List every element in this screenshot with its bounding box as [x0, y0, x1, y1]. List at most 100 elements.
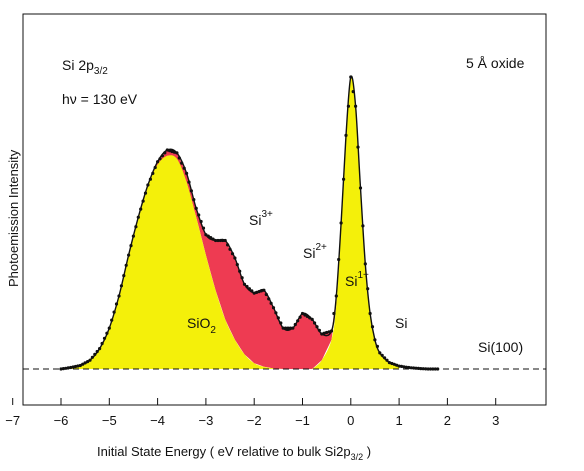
data-point-33	[139, 207, 143, 211]
data-point-85	[264, 292, 268, 297]
data-point-126	[363, 262, 367, 266]
oxide-thickness-label: 5 Å oxide	[466, 55, 525, 71]
data-point-58	[199, 219, 203, 224]
data-point-90	[276, 316, 280, 320]
data-point-75	[240, 276, 244, 280]
data-point-68	[223, 238, 227, 243]
data-point-130	[373, 338, 377, 342]
data-point-82	[257, 290, 261, 294]
data-point-121	[351, 90, 355, 94]
data-point-140	[397, 364, 401, 368]
data-point-117	[342, 177, 346, 181]
data-point-27	[124, 263, 128, 267]
data-point-146	[412, 366, 416, 370]
sample-label: Si(100)	[478, 339, 523, 355]
data-point-122	[354, 104, 358, 108]
data-point-128	[368, 311, 372, 316]
data-point-29	[129, 244, 133, 248]
data-point-59	[201, 226, 206, 230]
data-point-24	[117, 294, 121, 298]
data-point-12	[88, 358, 92, 362]
data-point-98	[296, 319, 300, 323]
data-point-156	[436, 367, 440, 371]
data-point-60	[204, 233, 208, 237]
data-point-108	[320, 332, 324, 336]
x-tick-label-9: 2	[444, 413, 451, 428]
si2-peak-label: Si2+	[303, 242, 327, 261]
x-tick-label-2: −5	[102, 413, 117, 428]
data-point-74	[238, 269, 242, 273]
data-point-153	[428, 367, 433, 371]
data-point-47	[172, 150, 177, 154]
data-point-120	[349, 75, 353, 79]
data-point-104	[310, 317, 314, 321]
data-point-115	[337, 257, 341, 262]
data-point-138	[392, 362, 396, 366]
data-point-152	[426, 367, 430, 371]
data-point-154	[431, 367, 435, 371]
data-point-54	[189, 189, 193, 193]
data-point-142	[402, 365, 406, 369]
data-point-110	[325, 330, 329, 335]
data-point-30	[131, 234, 135, 238]
data-point-9	[81, 362, 85, 366]
data-point-95	[288, 326, 292, 330]
data-point-43	[163, 151, 167, 155]
x-tick-label-10: 3	[492, 413, 499, 428]
data-point-64	[214, 238, 218, 243]
data-point-51	[182, 166, 186, 170]
data-point-79	[250, 289, 254, 293]
data-point-35	[143, 191, 148, 195]
data-point-96	[291, 326, 295, 330]
data-point-73	[235, 263, 239, 267]
data-point-15	[95, 349, 99, 354]
data-point-141	[399, 364, 404, 368]
data-point-148	[416, 366, 420, 370]
data-point-13	[90, 355, 94, 359]
data-point-92	[281, 326, 285, 330]
data-point-52	[185, 171, 189, 175]
data-point-65	[216, 238, 220, 243]
x-tick-label-8: 1	[395, 413, 402, 428]
data-point-144	[407, 365, 411, 370]
data-point-69	[226, 243, 230, 247]
data-point-66	[218, 238, 222, 243]
data-point-118	[344, 133, 348, 137]
data-point-139	[395, 363, 399, 367]
data-point-145	[409, 366, 413, 370]
data-point-147	[414, 366, 418, 370]
data-point-17	[100, 341, 104, 346]
data-point-107	[317, 328, 321, 332]
data-point-25	[119, 284, 123, 288]
data-point-155	[433, 367, 437, 371]
data-point-88	[271, 306, 276, 310]
data-point-3	[66, 366, 70, 370]
data-point-4	[69, 365, 73, 370]
data-point-129	[370, 325, 375, 329]
data-point-26	[122, 274, 126, 278]
data-point-42	[160, 154, 164, 158]
si1-peak-label: Si1+	[345, 270, 369, 289]
suboxide-area	[138, 106, 349, 369]
x-tick-label-3: −4	[150, 413, 165, 428]
plot-frame	[22, 13, 547, 406]
data-point-99	[298, 315, 302, 319]
data-point-34	[141, 199, 145, 203]
si-bulk-peak-label: Si	[395, 315, 407, 331]
data-point-0	[59, 367, 63, 371]
photon-energy-label: hν = 130 eV	[62, 91, 138, 107]
data-point-46	[170, 149, 174, 154]
data-point-67	[221, 238, 225, 243]
data-point-32	[136, 215, 140, 219]
data-point-49	[177, 156, 181, 160]
data-point-63	[211, 237, 215, 241]
data-point-7	[76, 364, 80, 368]
data-point-132	[378, 351, 382, 355]
data-point-31	[134, 225, 138, 229]
data-point-8	[78, 363, 82, 368]
data-point-83	[259, 289, 263, 293]
data-point-28	[127, 253, 131, 257]
data-point-41	[158, 157, 162, 161]
data-point-87	[269, 301, 273, 305]
